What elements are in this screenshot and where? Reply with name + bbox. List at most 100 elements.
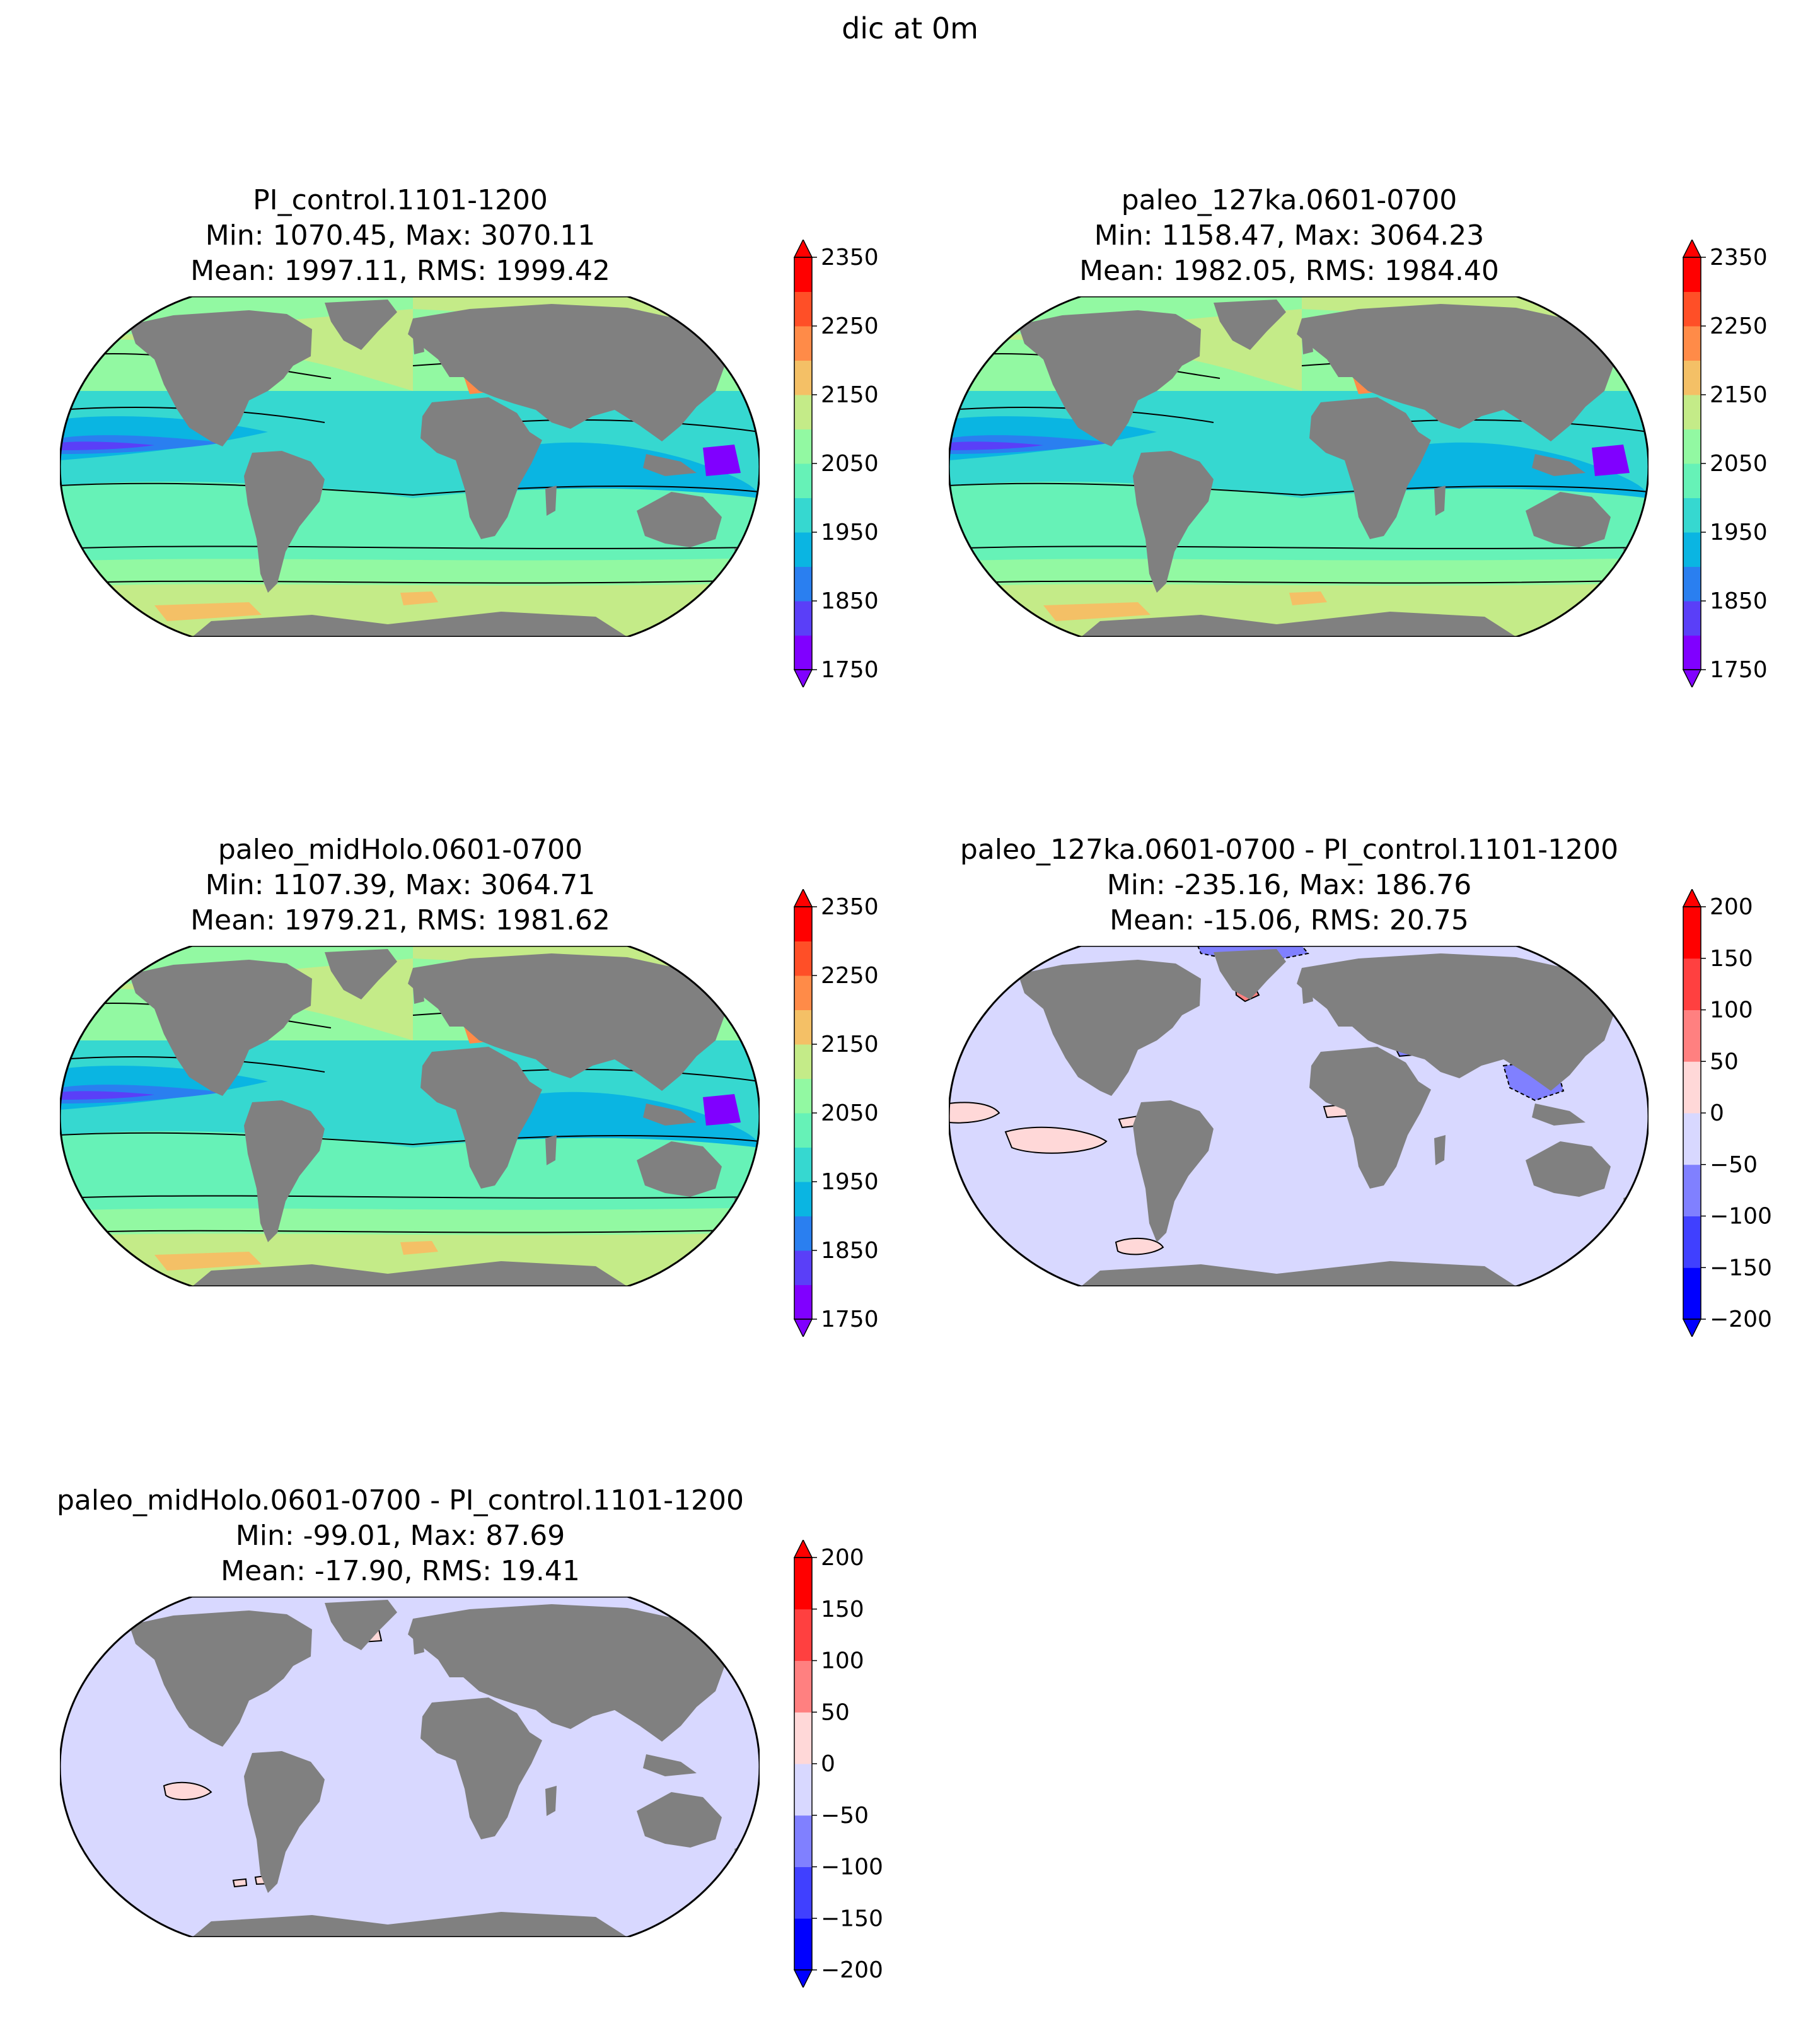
colorbar-tick-label: 2250: [821, 313, 879, 339]
panel-mean-rms: Mean: 1997.11, RMS: 1999.42: [190, 255, 610, 287]
colorbar-tick-label: 2350: [821, 245, 879, 271]
colorbar: 2350 2250 2150 2050 1950 1850 1750: [1682, 240, 1768, 687]
land-north-america: [1018, 310, 1201, 446]
anomaly-region: [163, 1781, 212, 1800]
land-indonesia: [1532, 454, 1585, 476]
panel-diff-midholo: paleo_midHolo.0601-0700 - PI_control.110…: [0, 1483, 883, 2038]
colorbar-tick-label: 200: [1710, 894, 1753, 920]
anomaly-region: [1609, 994, 1626, 1008]
land-africa: [1309, 1047, 1431, 1189]
contour-line: [949, 579, 1649, 584]
land-indonesia: [643, 1754, 697, 1776]
colorbar-min-extend: [793, 669, 813, 687]
land-japan: [1585, 1012, 1598, 1040]
land-australia: [1526, 492, 1611, 547]
colorbar-tick-label: −100: [821, 1855, 883, 1880]
colorbar-segment: [794, 1078, 812, 1114]
dic-level-band: [514, 1092, 760, 1148]
colorbar-segment: [1683, 291, 1701, 327]
dic-level-band: [1592, 445, 1630, 476]
map-content: [60, 946, 760, 1286]
colorbar-tick-label: 2050: [1710, 451, 1768, 477]
contour-line: [949, 545, 1649, 549]
colorbar-segment: [1683, 326, 1701, 361]
panel-title: PI_control.1101-1200 Min: 1070.45, Max: …: [0, 183, 801, 289]
land-antarctica: [192, 1912, 627, 1937]
colorbar-segment: [794, 1182, 812, 1216]
land-north-america: [129, 960, 312, 1096]
map-boundary: [60, 296, 760, 637]
land-south-america: [1133, 451, 1214, 593]
colorbar-segment: [794, 1609, 812, 1661]
land-south-america: [244, 451, 325, 593]
colorbar-tick-label: 150: [1710, 946, 1753, 972]
land-indonesia: [1532, 1103, 1585, 1126]
land-madagascar: [1434, 1135, 1446, 1165]
colorbar-tick-label: −50: [1710, 1152, 1758, 1178]
colorbar-segment: [794, 498, 812, 533]
colorbar-segment: [1683, 498, 1701, 533]
panel-run-name: paleo_midHolo.0601-0700 - PI_control.110…: [56, 1484, 744, 1517]
land-south-america: [1133, 1100, 1214, 1242]
land-eurasia: [408, 1604, 728, 1742]
anomaly-region: [1004, 1126, 1108, 1154]
land-africa: [1309, 397, 1431, 539]
panel-min-max: Min: 1107.39, Max: 3064.71: [205, 869, 596, 901]
panel-mean-rms: Mean: -17.90, RMS: 19.41: [221, 1555, 580, 1587]
colorbar-segment: [1683, 566, 1701, 602]
colorbar-segment: [794, 360, 812, 395]
panel-min-max: Min: 1070.45, Max: 3070.11: [205, 219, 596, 252]
colorbar-segment: [794, 1712, 812, 1764]
colorbar-tick-label: 1950: [821, 520, 879, 545]
colorbar-segment: [794, 257, 812, 292]
colorbar-segment: [794, 395, 812, 429]
colorbar-tick-label: 2150: [821, 382, 879, 408]
dic-level-band: [400, 591, 438, 605]
land-new-zealand: [734, 545, 745, 568]
land-eurasia: [408, 953, 728, 1091]
land-japan: [697, 363, 709, 391]
land-madagascar: [545, 1786, 557, 1816]
land-japan: [697, 1663, 709, 1691]
colorbar-segment: [794, 1918, 812, 1971]
colorbar-tick-label: 0: [821, 1751, 835, 1777]
land-antarctica: [1081, 1261, 1516, 1286]
map-content: [60, 296, 760, 637]
colorbar-tick-label: 2150: [821, 1032, 879, 1057]
land-eurasia: [408, 304, 728, 441]
dic-level-band: [1403, 442, 1649, 498]
panel-run-name: PI_control.1101-1200: [253, 184, 548, 216]
colorbar-tick-label: 2050: [821, 451, 879, 477]
land-indonesia: [643, 454, 697, 476]
figure-suptitle: dic at 0m: [842, 11, 978, 45]
colorbar-segment: [1683, 907, 1701, 959]
land-africa: [420, 397, 542, 539]
land-antarctica: [192, 1261, 627, 1286]
colorbar: 200 150 100 50 0 −50 −100 −150 −200: [1682, 889, 1772, 1337]
dic-level-band: [154, 1252, 262, 1271]
map-content: [60, 1597, 760, 1937]
panel-min-max: Min: 1158.47, Max: 3064.23: [1094, 219, 1485, 252]
colorbar-tick-label: 100: [821, 1648, 864, 1674]
contour-line: [60, 545, 760, 549]
colorbar-segment: [794, 601, 812, 636]
robinson-map: [60, 296, 760, 637]
dic-level-band: [703, 445, 741, 476]
dic-level-band: [60, 1131, 760, 1167]
contour-line: [60, 579, 760, 584]
land-north-america: [129, 310, 312, 446]
colorbar-segment: [794, 1284, 812, 1320]
colorbar-min-extend: [1682, 669, 1702, 687]
land-uk: [413, 1634, 424, 1655]
colorbar-segment: [794, 1764, 812, 1816]
colorbar-segment: [1683, 1164, 1701, 1216]
colorbar-tick-label: −200: [821, 1957, 883, 1983]
panel-min-max: Min: -99.01, Max: 87.69: [235, 1520, 565, 1552]
map-boundary: [949, 296, 1649, 637]
panel-paleo-127ka: paleo_127ka.0601-0700 Min: 1158.47, Max:…: [889, 183, 1768, 738]
colorbar-segment: [1683, 395, 1701, 429]
map-content: [949, 946, 1649, 1286]
colorbar-tick-label: 1750: [821, 657, 879, 683]
land-madagascar: [545, 1135, 557, 1165]
colorbar-min-extend: [1682, 1319, 1702, 1337]
